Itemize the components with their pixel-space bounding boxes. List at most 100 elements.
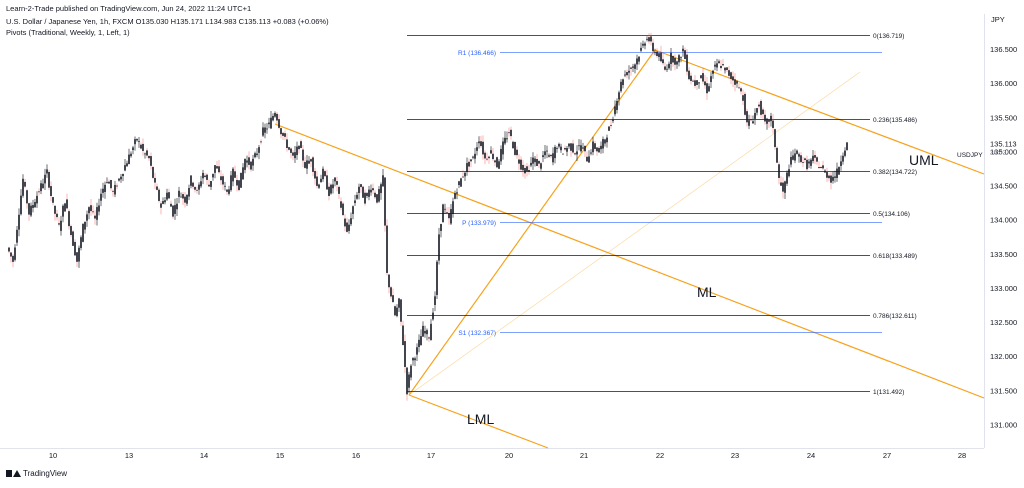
candle-body (576, 151, 578, 155)
candle-body (798, 154, 800, 157)
candle-body (412, 358, 414, 361)
candle-body (538, 160, 540, 164)
candle-body (830, 175, 832, 183)
candle-body (766, 118, 768, 124)
candle-body (738, 87, 740, 89)
last-price-label: 135.113 (990, 140, 1017, 149)
candle-body (406, 367, 408, 395)
candle-body (808, 161, 810, 164)
candle-body (504, 137, 506, 144)
candle-body (220, 176, 222, 181)
candle-body (98, 205, 100, 212)
candle-body (728, 70, 730, 76)
candle-body (488, 156, 490, 159)
candle-body (204, 175, 206, 177)
candle-body (104, 184, 106, 192)
candle-body (660, 52, 662, 62)
candle-body (54, 205, 56, 214)
candle-body (464, 172, 466, 177)
candle-body (56, 213, 58, 218)
candle-body (198, 184, 200, 190)
tradingview-logo[interactable]: TradingView (6, 469, 67, 478)
price-tick-label: 136.000 (990, 79, 1017, 88)
candle-body (806, 159, 808, 170)
fib-level-label: 1(131.492) (873, 389, 904, 396)
candle-body (360, 184, 362, 188)
fib-level-label: 0.5(134.106) (873, 211, 910, 218)
publisher-line: Learn-2-Trade published on TradingView.c… (6, 4, 252, 13)
candle-body (276, 113, 278, 121)
candle-body (10, 252, 12, 257)
candle-body (66, 199, 68, 209)
candle-body (196, 189, 198, 191)
candle-body (28, 203, 30, 215)
candle-body (130, 153, 132, 157)
candle-body (550, 154, 552, 157)
candle-body (438, 234, 440, 261)
candle-body (168, 192, 170, 199)
time-tick-label: 16 (352, 451, 360, 460)
candle-body (86, 214, 88, 221)
candle-body (818, 167, 820, 169)
candle-body (752, 121, 754, 124)
candle-body (468, 161, 470, 167)
candle-body (686, 54, 688, 72)
candle-body (200, 181, 202, 187)
candle-body (740, 88, 742, 92)
candle-body (312, 157, 314, 172)
candle-body (696, 80, 698, 85)
candle-body (650, 36, 652, 42)
candle-body (280, 128, 282, 135)
candle-body (490, 150, 492, 154)
candle-body (508, 132, 510, 134)
candle-body (152, 166, 154, 178)
candle-body (250, 161, 252, 170)
pitchfork-upper-line (654, 49, 985, 175)
price-tick-label: 132.000 (990, 352, 1017, 361)
candle-body (492, 153, 494, 160)
candle-body (770, 115, 772, 122)
candle-body (666, 68, 668, 70)
candle-body (782, 182, 784, 192)
price-tick-label: 132.500 (990, 318, 1017, 327)
candle-body (608, 126, 610, 131)
price-axis: JPY 136.500 136.000 135.500 135.000 134.500 13… (990, 15, 1017, 429)
candle-body (470, 159, 472, 162)
candle-body (690, 75, 692, 81)
candle-body (788, 169, 790, 177)
pitchfork-median-line (274, 123, 985, 399)
candle-body (640, 47, 642, 51)
candle-body (714, 64, 716, 67)
candle-body (820, 167, 822, 169)
candle-body (624, 74, 626, 76)
candle-body (502, 141, 504, 155)
candle-body (450, 209, 452, 224)
fib-retracement-layer: 0(136.719) 0.236(135.486) 0.382(134.722) 0.… (407, 33, 917, 396)
candle-body (790, 156, 792, 165)
candle-body (328, 186, 330, 197)
candle-body (784, 181, 786, 193)
candle-body (344, 218, 346, 227)
pivot-level-label: R1 (136.466) (458, 50, 496, 57)
candle-body (566, 148, 568, 152)
candle-body (372, 188, 374, 191)
candle-body (188, 188, 190, 197)
candle-body (346, 222, 348, 232)
candle-body (300, 141, 302, 148)
candle-body (24, 181, 26, 187)
candle-body (44, 174, 46, 184)
candle-body (126, 163, 128, 167)
candle-body (824, 170, 826, 173)
candle-body (598, 147, 600, 153)
candle-body (60, 220, 62, 231)
candle-body (702, 73, 704, 82)
candle-body (112, 190, 114, 192)
candle-body (418, 339, 420, 347)
candle-body (610, 125, 612, 126)
price-tick-label: 131.000 (990, 420, 1017, 429)
candle-body (548, 155, 550, 157)
candle-body (106, 182, 108, 183)
price-tick-label: 136.500 (990, 45, 1017, 54)
candle-body (794, 153, 796, 161)
